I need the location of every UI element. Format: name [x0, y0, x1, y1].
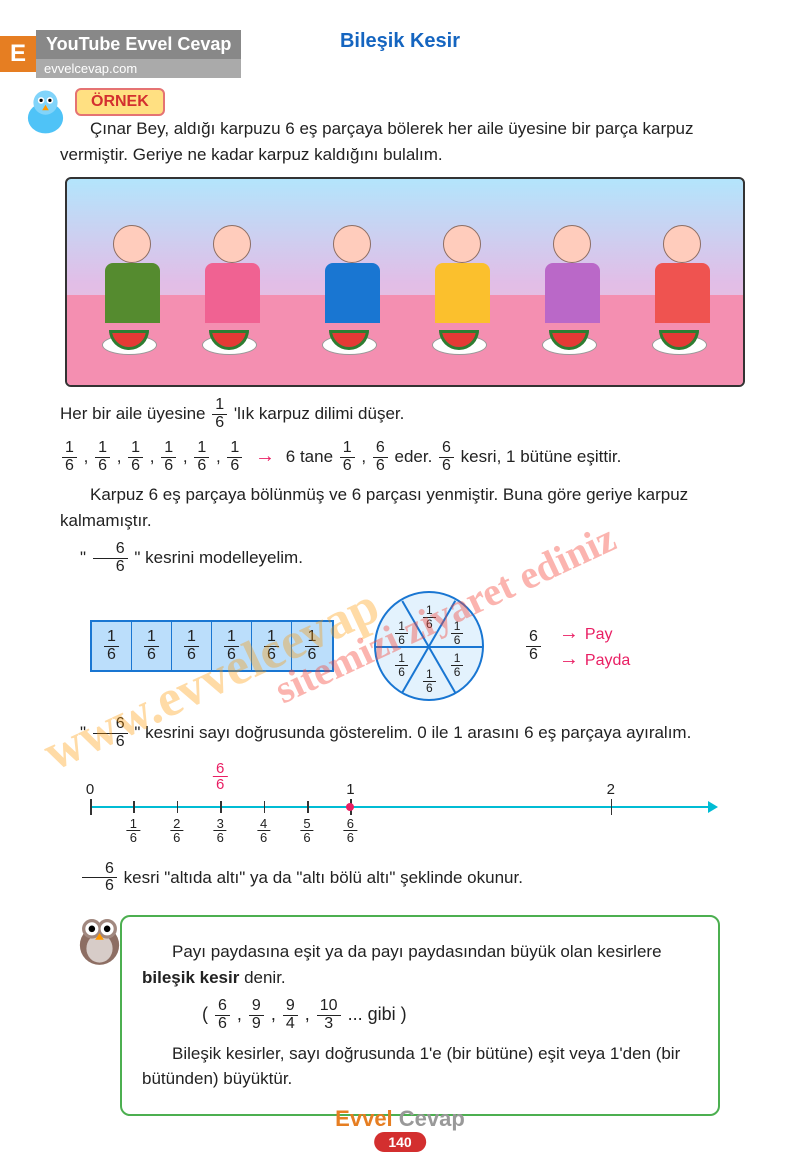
line1: Her bir aile üyesine 16 'lık karpuz dili… [60, 397, 750, 432]
model-row: 161616161616 161616161616 66 →Pay →Payda [90, 591, 750, 701]
page-number: 140 [374, 1132, 425, 1152]
top-bar: E YouTube Evvel Cevap evvelcevap.com [0, 30, 241, 78]
info-examples: ( 66 , 99 , 94 , 103 ... gibi ) [142, 998, 698, 1033]
info-line2: Bileşik kesirler, sayı doğrusunda 1'e (b… [142, 1041, 698, 1092]
read-line: 66 kesri "altıda altı" ya da "altı bölü … [60, 861, 750, 896]
line3: Karpuz 6 eş parçaya bölünmüş ve 6 parças… [60, 482, 750, 533]
rect-model: 161616161616 [90, 620, 334, 672]
info-line1: Payı paydasına eşit ya da payı paydasınd… [142, 939, 698, 990]
info-box: Payı paydasına eşit ya da payı paydasınd… [120, 915, 720, 1116]
e-badge: E [0, 36, 36, 72]
numline-intro: " 66 " kesrini sayı doğrusunda göstereli… [60, 716, 750, 751]
pie-model: 161616161616 [374, 591, 484, 701]
intro-text: Çınar Bey, aldığı karpuzu 6 eş parçaya b… [60, 116, 750, 167]
number-line: 01216263646566666 [90, 761, 710, 851]
arrow-icon: → [255, 445, 275, 467]
ornek-badge: ÖRNEK [75, 88, 165, 116]
footer: Evvel Cevap 140 [335, 1106, 465, 1152]
fraction-list: 16 , 16 , 16 , 16 , 16 , 16 → 6 tane 16 … [60, 438, 750, 475]
pay-payda: 66 →Pay →Payda [524, 620, 630, 672]
bird-icon [18, 85, 73, 140]
youtube-label: YouTube Evvel Cevap [36, 30, 241, 59]
content: Çınar Bey, aldığı karpuzu 6 eş parçaya b… [0, 53, 800, 1116]
site-label: evvelcevap.com [36, 59, 241, 78]
family-illustration [65, 177, 745, 387]
owl-icon [72, 907, 127, 967]
model-intro: " 66 " kesrini modelleyelim. [60, 541, 750, 576]
